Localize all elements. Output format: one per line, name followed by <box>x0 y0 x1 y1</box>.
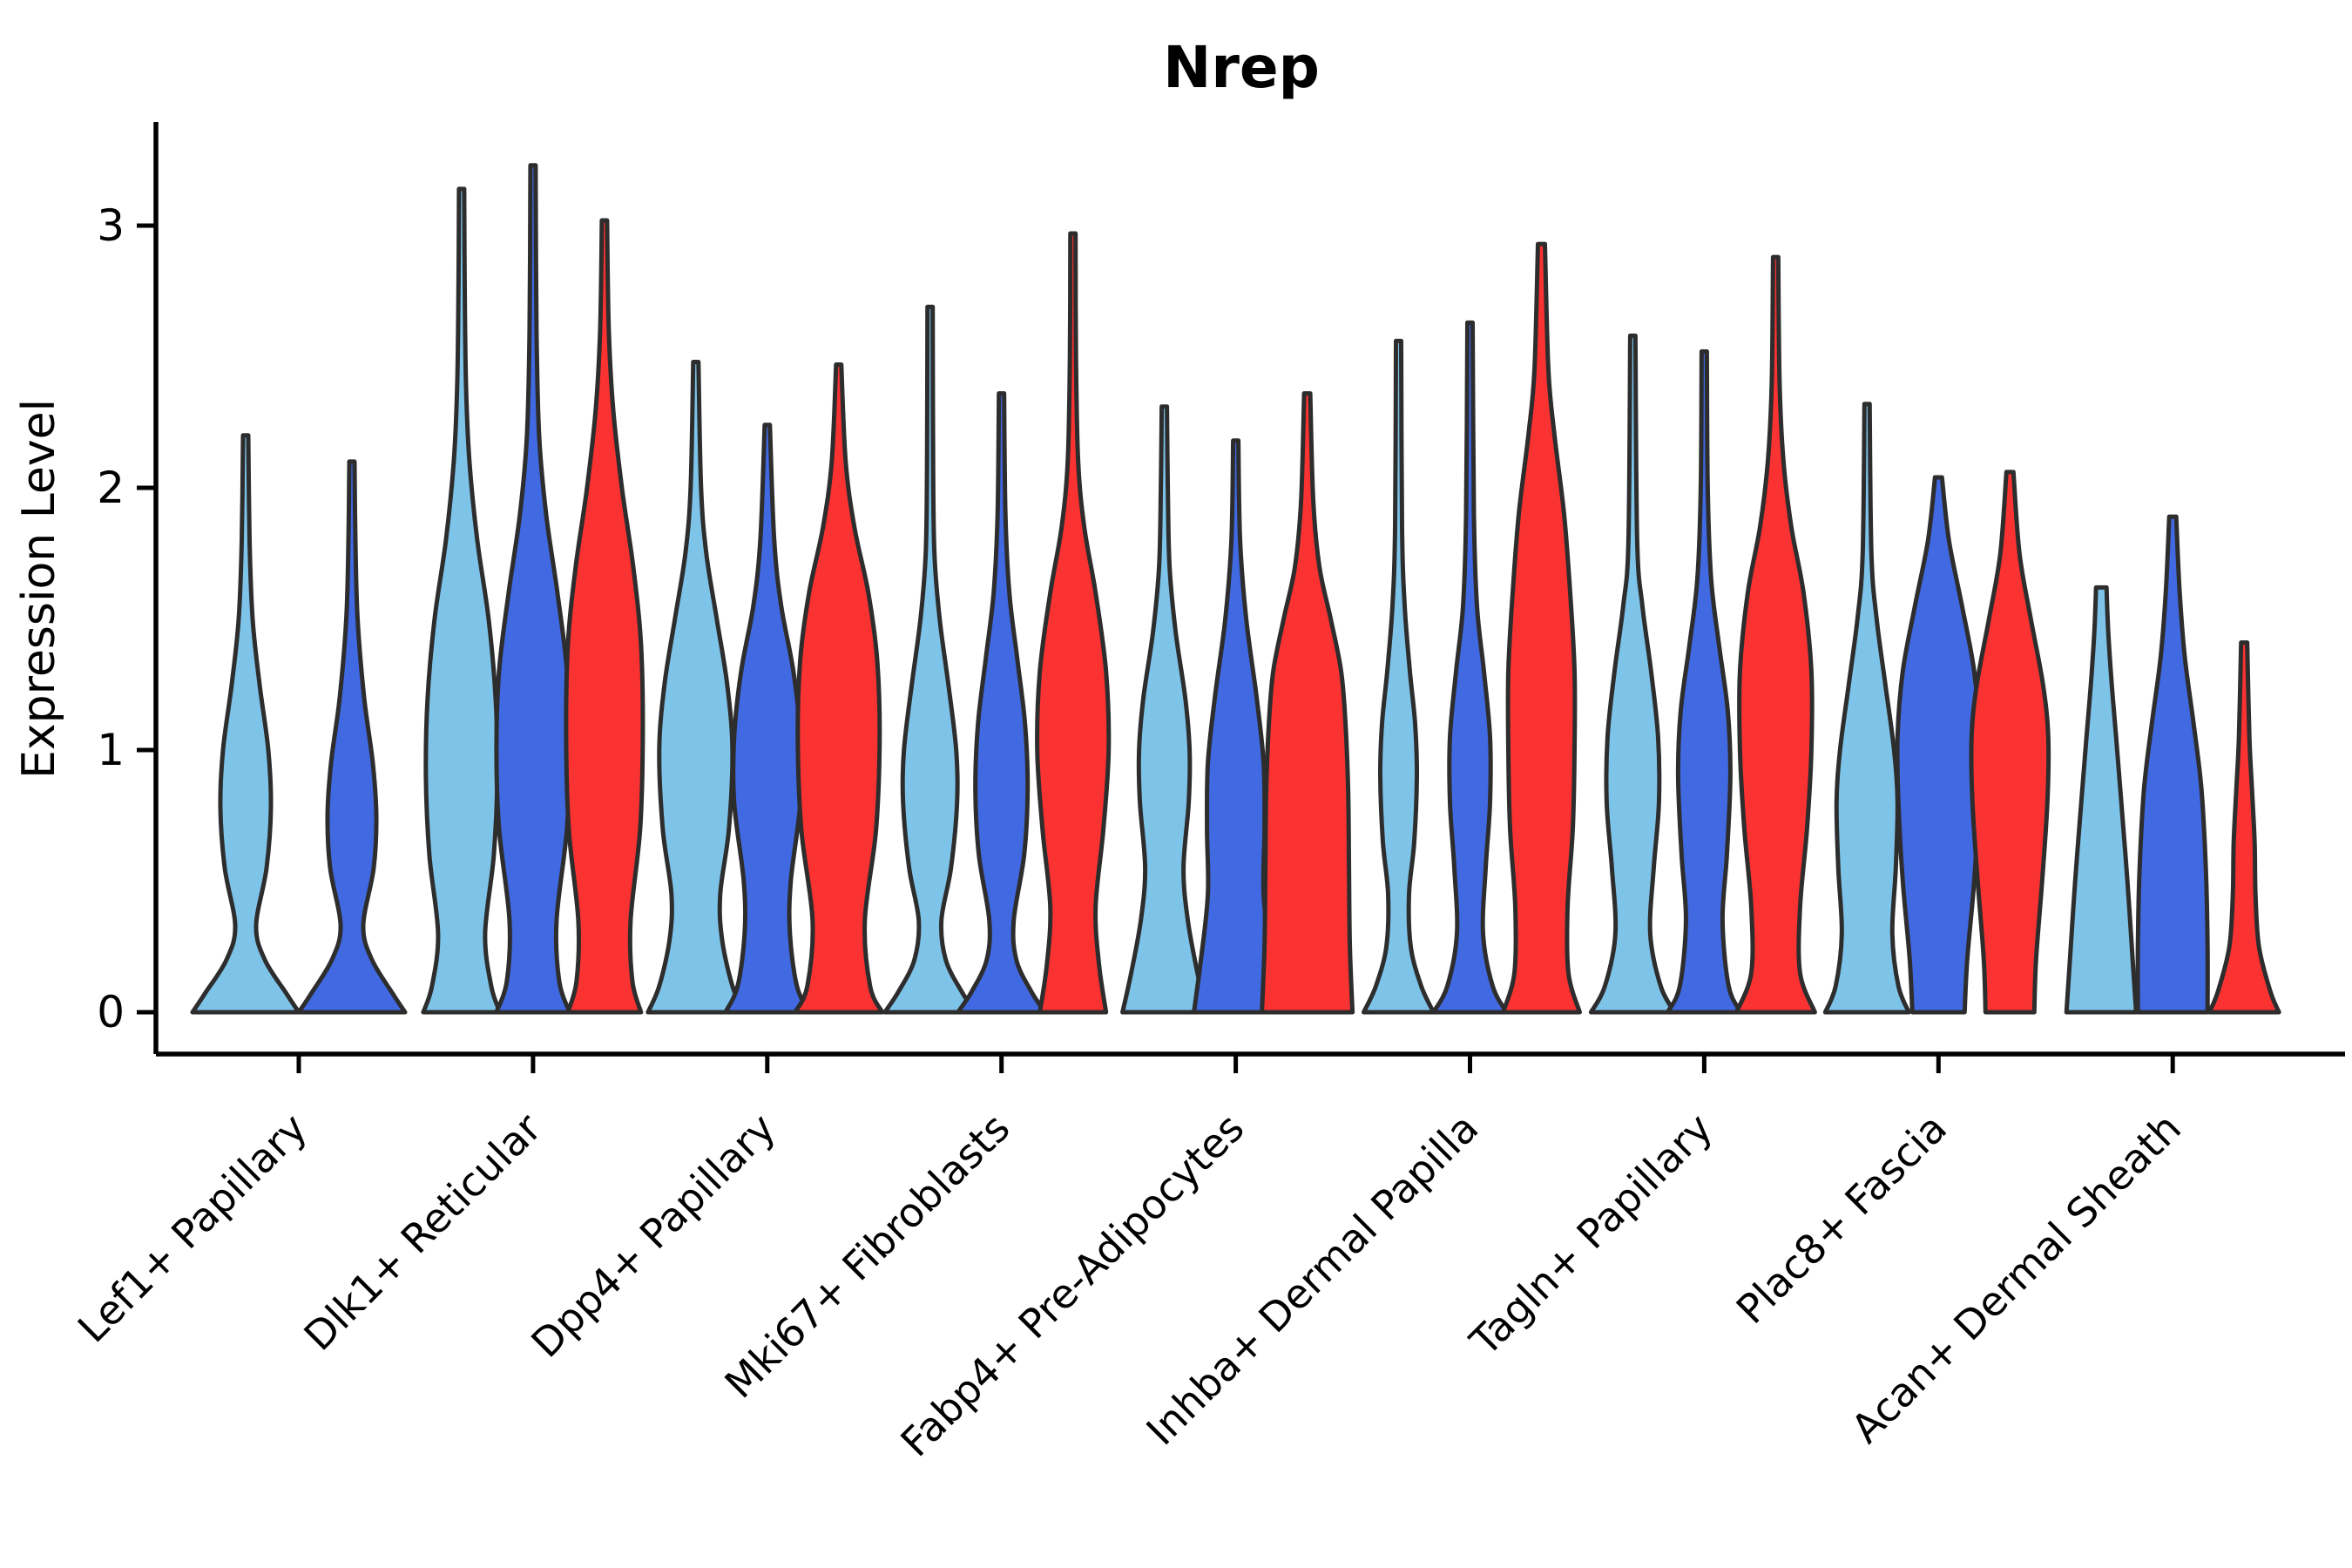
violin-shape <box>2064 585 2139 1015</box>
violin-shape <box>1969 470 2051 1015</box>
violin-shape <box>190 433 301 1015</box>
violin-shape <box>1431 320 1509 1015</box>
violin-shape <box>1260 391 1355 1015</box>
violin-shape <box>956 391 1048 1015</box>
y-axis-label: Expression Level <box>13 399 65 779</box>
violin-shape <box>882 304 978 1015</box>
violin-shape <box>296 459 408 1015</box>
violin-shape <box>1822 402 1911 1015</box>
violin-shape <box>723 422 812 1015</box>
violin-shape <box>1035 231 1112 1015</box>
violin-shape <box>1734 254 1817 1015</box>
y-tick-label: 3 <box>97 200 125 251</box>
y-tick-label: 2 <box>97 463 125 513</box>
violin-shape <box>2207 640 2281 1015</box>
chart-title: Nrep <box>1163 34 1320 101</box>
violins-layer <box>190 163 2281 1015</box>
violin-shape <box>645 360 747 1015</box>
violin-shape <box>1120 404 1209 1015</box>
violin-shape <box>1588 333 1677 1015</box>
violin-shape <box>2135 514 2210 1015</box>
violin-shape <box>1501 241 1582 1015</box>
y-axis-ticks: 0 1 2 3 <box>97 200 156 1037</box>
violin-shape <box>564 218 645 1015</box>
y-tick-label: 1 <box>97 725 125 775</box>
y-tick-label: 0 <box>97 987 125 1037</box>
violin-shape <box>1665 349 1743 1015</box>
violin-shape <box>1362 338 1436 1015</box>
violin-shape <box>793 362 885 1015</box>
